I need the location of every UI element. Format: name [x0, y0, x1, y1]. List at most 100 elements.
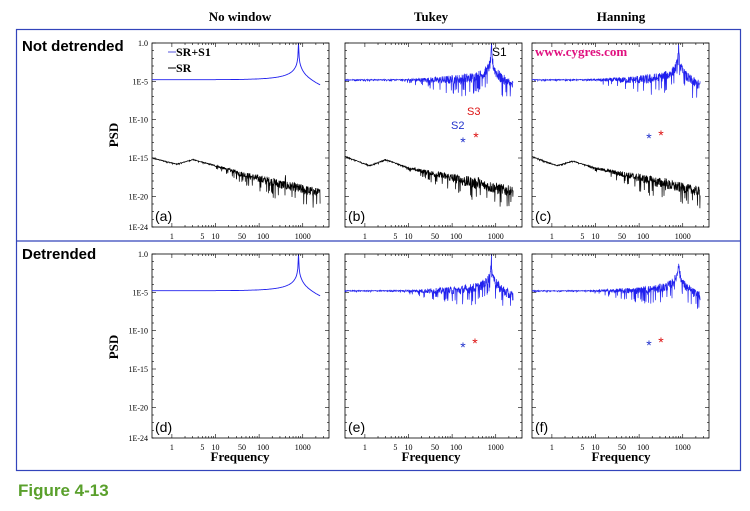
x-tick-label: 10	[592, 232, 600, 241]
x-tick-label: 50	[618, 443, 626, 452]
panel-label: (a)	[155, 208, 172, 224]
x-tick-label: 1000	[675, 443, 691, 452]
series-sr-s1	[531, 263, 701, 309]
figure-frame	[15, 28, 742, 472]
x-tick-label: 5	[200, 443, 204, 452]
panel-label: (c)	[535, 208, 551, 224]
y-tick-label: 1E-5	[132, 288, 148, 297]
x-tick-label: 100	[637, 443, 649, 452]
column-title-no-window: No window	[209, 9, 272, 24]
x-tick-label: 5	[393, 232, 397, 241]
x-axis-label-d: Frequency	[211, 449, 270, 464]
y-tick-label: 1E-24	[128, 434, 148, 443]
x-tick-label: 50	[238, 443, 246, 452]
plot-area	[151, 253, 330, 439]
y-tick-label: 1.0	[138, 250, 148, 259]
series-sr-s1	[531, 44, 701, 99]
x-tick-label: 10	[405, 443, 413, 452]
x-tick-label: 100	[450, 232, 462, 241]
plot-area	[344, 42, 523, 228]
x-tick-label: 50	[618, 232, 626, 241]
x-tick-label: 10	[405, 232, 413, 241]
panel-label: (d)	[155, 419, 172, 435]
legend-label-sr-s1: SR+S1	[176, 45, 211, 59]
x-tick-label: 1	[170, 232, 174, 241]
x-tick-label: 1	[363, 443, 367, 452]
x-tick-label: 10	[212, 232, 220, 241]
figure-caption: Figure 4-13	[18, 481, 109, 500]
s2-marker-asterisk: *	[646, 130, 652, 146]
s2-marker-asterisk: *	[646, 337, 652, 353]
s3-marker-asterisk: *	[658, 127, 664, 143]
series-sr	[151, 157, 321, 208]
x-tick-label: 1	[363, 232, 367, 241]
s3-marker-asterisk: *	[658, 334, 664, 350]
x-tick-label: 5	[580, 232, 584, 241]
series-sr-s1	[344, 42, 514, 97]
panel-label: (e)	[348, 419, 365, 435]
y-tick-label: 1E-15	[128, 365, 148, 374]
y-axis-label-bottom: PSD	[106, 335, 121, 360]
x-axis-label-e: Frequency	[402, 449, 461, 464]
x-tick-label: 10	[592, 443, 600, 452]
legend-label-sr: SR	[176, 61, 192, 75]
series-sr-s1	[152, 254, 321, 297]
x-tick-label: 1000	[488, 232, 504, 241]
y-tick-label: 1E-5	[132, 77, 148, 86]
x-tick-label: 1000	[488, 443, 504, 452]
annotation-s3: S3	[467, 106, 480, 118]
x-tick-label: 1	[550, 443, 554, 452]
column-title-hanning: Hanning	[597, 9, 646, 24]
plot-area	[531, 253, 710, 439]
panel-c: 1 5 10 50 100 1000 (c)	[531, 42, 710, 241]
column-title-tukey: Tukey	[414, 9, 449, 24]
s3-marker-asterisk: *	[473, 129, 479, 145]
x-tick-label: 50	[431, 443, 439, 452]
x-tick-label: 1000	[295, 443, 311, 452]
plot-area	[344, 253, 523, 439]
x-tick-label: 100	[450, 443, 462, 452]
y-tick-label: 1E-20	[128, 192, 148, 201]
panel-d: 1 5 10 50 100 1000 1.0 1E-5 1E-10 1E-15 1E-20 1E-24…	[128, 250, 330, 452]
x-tick-label: 10	[212, 443, 220, 452]
s2-marker-asterisk: *	[460, 339, 466, 355]
y-tick-label: 1E-10	[128, 327, 148, 336]
annotation-s2: S2	[451, 120, 464, 132]
panel-f: 1 5 10 50 100 1000 (f)	[531, 253, 710, 452]
series-sr	[531, 156, 701, 209]
panel-e: 1 5 10 50 100 1000 (e)	[344, 253, 523, 452]
series-sr-s1	[152, 43, 321, 86]
x-tick-label: 1000	[295, 232, 311, 241]
s2-marker-asterisk: *	[460, 134, 466, 150]
y-tick-label: 1E-24	[128, 223, 148, 232]
y-tick-label: 1E-15	[128, 154, 148, 163]
x-tick-label: 100	[257, 443, 269, 452]
x-tick-label: 5	[580, 443, 584, 452]
annotation-s1: S1	[492, 45, 507, 59]
x-tick-label: 1000	[675, 232, 691, 241]
y-axis-label-top: PSD	[106, 123, 121, 148]
x-tick-label: 100	[637, 232, 649, 241]
y-tick-label: 1E-20	[128, 403, 148, 412]
y-tick-label: 1.0	[138, 39, 148, 48]
x-tick-label: 50	[431, 232, 439, 241]
panel-b: 1 5 10 50 100 1000 (b)	[344, 42, 523, 241]
s3-marker-asterisk: *	[472, 335, 478, 351]
x-tick-label: 100	[257, 232, 269, 241]
plot-area	[151, 42, 330, 228]
panel-label: (b)	[348, 208, 365, 224]
row-title-detrended: Detrended	[22, 246, 96, 263]
x-tick-label: 5	[200, 232, 204, 241]
x-tick-label: 1	[550, 232, 554, 241]
x-tick-label: 1	[170, 443, 174, 452]
panel-a: 1 5 10 50 100 1000 1.0 1E-5 1E-10 1E-15 1E-20 1E-24…	[128, 39, 330, 241]
row-title-not-detrended: Not detrended	[22, 38, 124, 55]
series-sr-s1	[344, 253, 514, 306]
panel-label: (f)	[535, 419, 548, 435]
x-tick-label: 5	[393, 443, 397, 452]
x-axis-label-f: Frequency	[592, 449, 651, 464]
watermark: www.cygres.com	[535, 44, 627, 59]
series-sr	[344, 155, 514, 207]
x-tick-label: 50	[238, 232, 246, 241]
